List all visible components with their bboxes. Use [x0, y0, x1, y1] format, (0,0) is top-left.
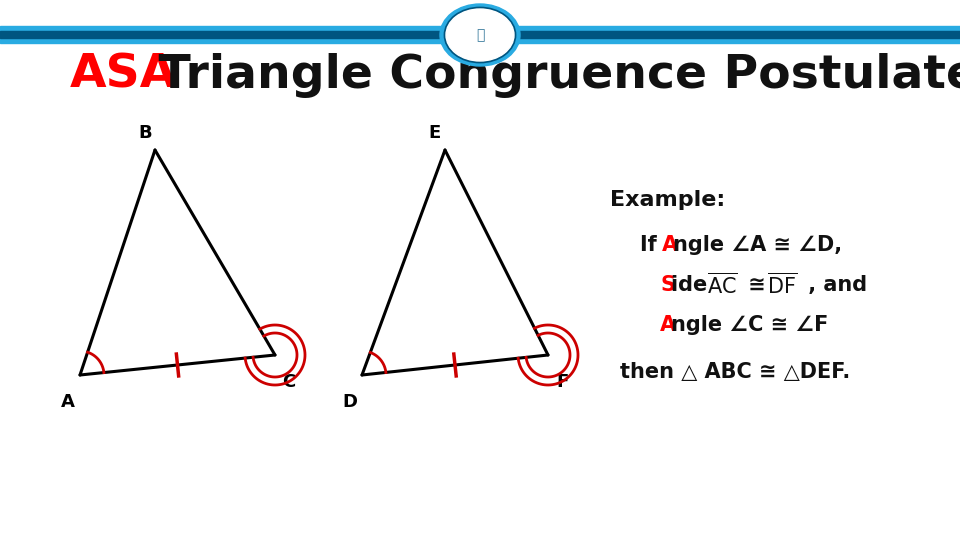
Text: S: S [660, 275, 675, 295]
Text: ngle ∠A ≅ ∠D,: ngle ∠A ≅ ∠D, [673, 235, 842, 255]
Text: D: D [343, 393, 357, 411]
Text: B: B [138, 124, 152, 142]
Text: 🌊: 🌊 [476, 28, 484, 42]
Text: A: A [662, 235, 678, 255]
Text: ide: ide [671, 275, 714, 295]
Text: F: F [556, 373, 568, 391]
Ellipse shape [446, 9, 514, 61]
Text: A: A [61, 393, 75, 411]
Text: then △ ABC ≅ △DEF.: then △ ABC ≅ △DEF. [620, 362, 851, 382]
Text: ≅: ≅ [741, 275, 773, 295]
Bar [0, 31, 960, 38]
Text: ngle ∠C ≅ ∠F: ngle ∠C ≅ ∠F [671, 315, 828, 335]
Text: ASA: ASA [70, 52, 178, 98]
Text: $\overline{\mathrm{AC}}$: $\overline{\mathrm{AC}}$ [707, 272, 738, 298]
Text: If: If [640, 235, 664, 255]
Text: A: A [660, 315, 676, 335]
Text: $\overline{\mathrm{DF}}$: $\overline{\mathrm{DF}}$ [767, 272, 797, 298]
Bar [0, 26, 960, 43]
Text: E: E [429, 124, 442, 142]
Ellipse shape [440, 4, 520, 66]
Text: , and: , and [801, 275, 867, 295]
Text: Triangle Congruence Postulate: Triangle Congruence Postulate [142, 52, 960, 98]
Text: Example:: Example: [610, 190, 725, 210]
Text: C: C [282, 373, 296, 391]
